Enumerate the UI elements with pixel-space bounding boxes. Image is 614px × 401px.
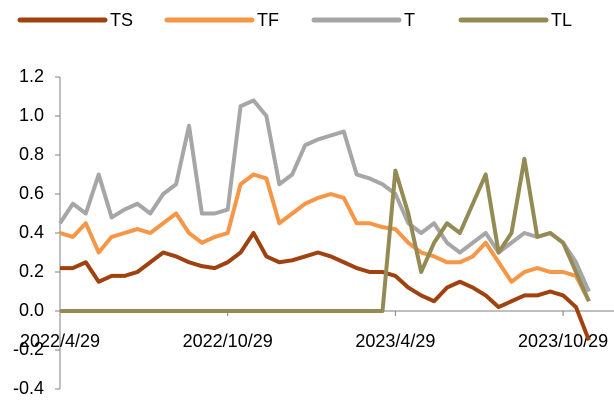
legend-label: TL [551, 10, 572, 30]
series-line [60, 231, 591, 341]
y-tick-label: 0.8 [19, 144, 44, 164]
x-tick-label: 2023/10/29 [518, 331, 608, 351]
x-tick-label: 2022/10/29 [183, 331, 273, 351]
y-tick-label: 0.4 [19, 222, 44, 242]
legend-label: T [404, 10, 415, 30]
series-line [60, 156, 591, 313]
x-tick-label: 2023/4/29 [355, 331, 435, 351]
legend-label: TF [257, 10, 279, 30]
series-line [59, 172, 591, 303]
y-tick-label: 1.2 [19, 66, 44, 86]
y-tick-label: -0.2 [13, 339, 44, 359]
y-tick-label: 0.6 [19, 183, 44, 203]
x-tick-label: 2022/4/29 [20, 331, 100, 351]
y-tick-label: -0.4 [13, 378, 44, 398]
y-tick-label: 0.0 [19, 300, 44, 320]
y-tick-label: 0.2 [19, 261, 44, 281]
y-tick-label: 1.0 [19, 105, 44, 125]
legend-label: TS [110, 10, 133, 30]
